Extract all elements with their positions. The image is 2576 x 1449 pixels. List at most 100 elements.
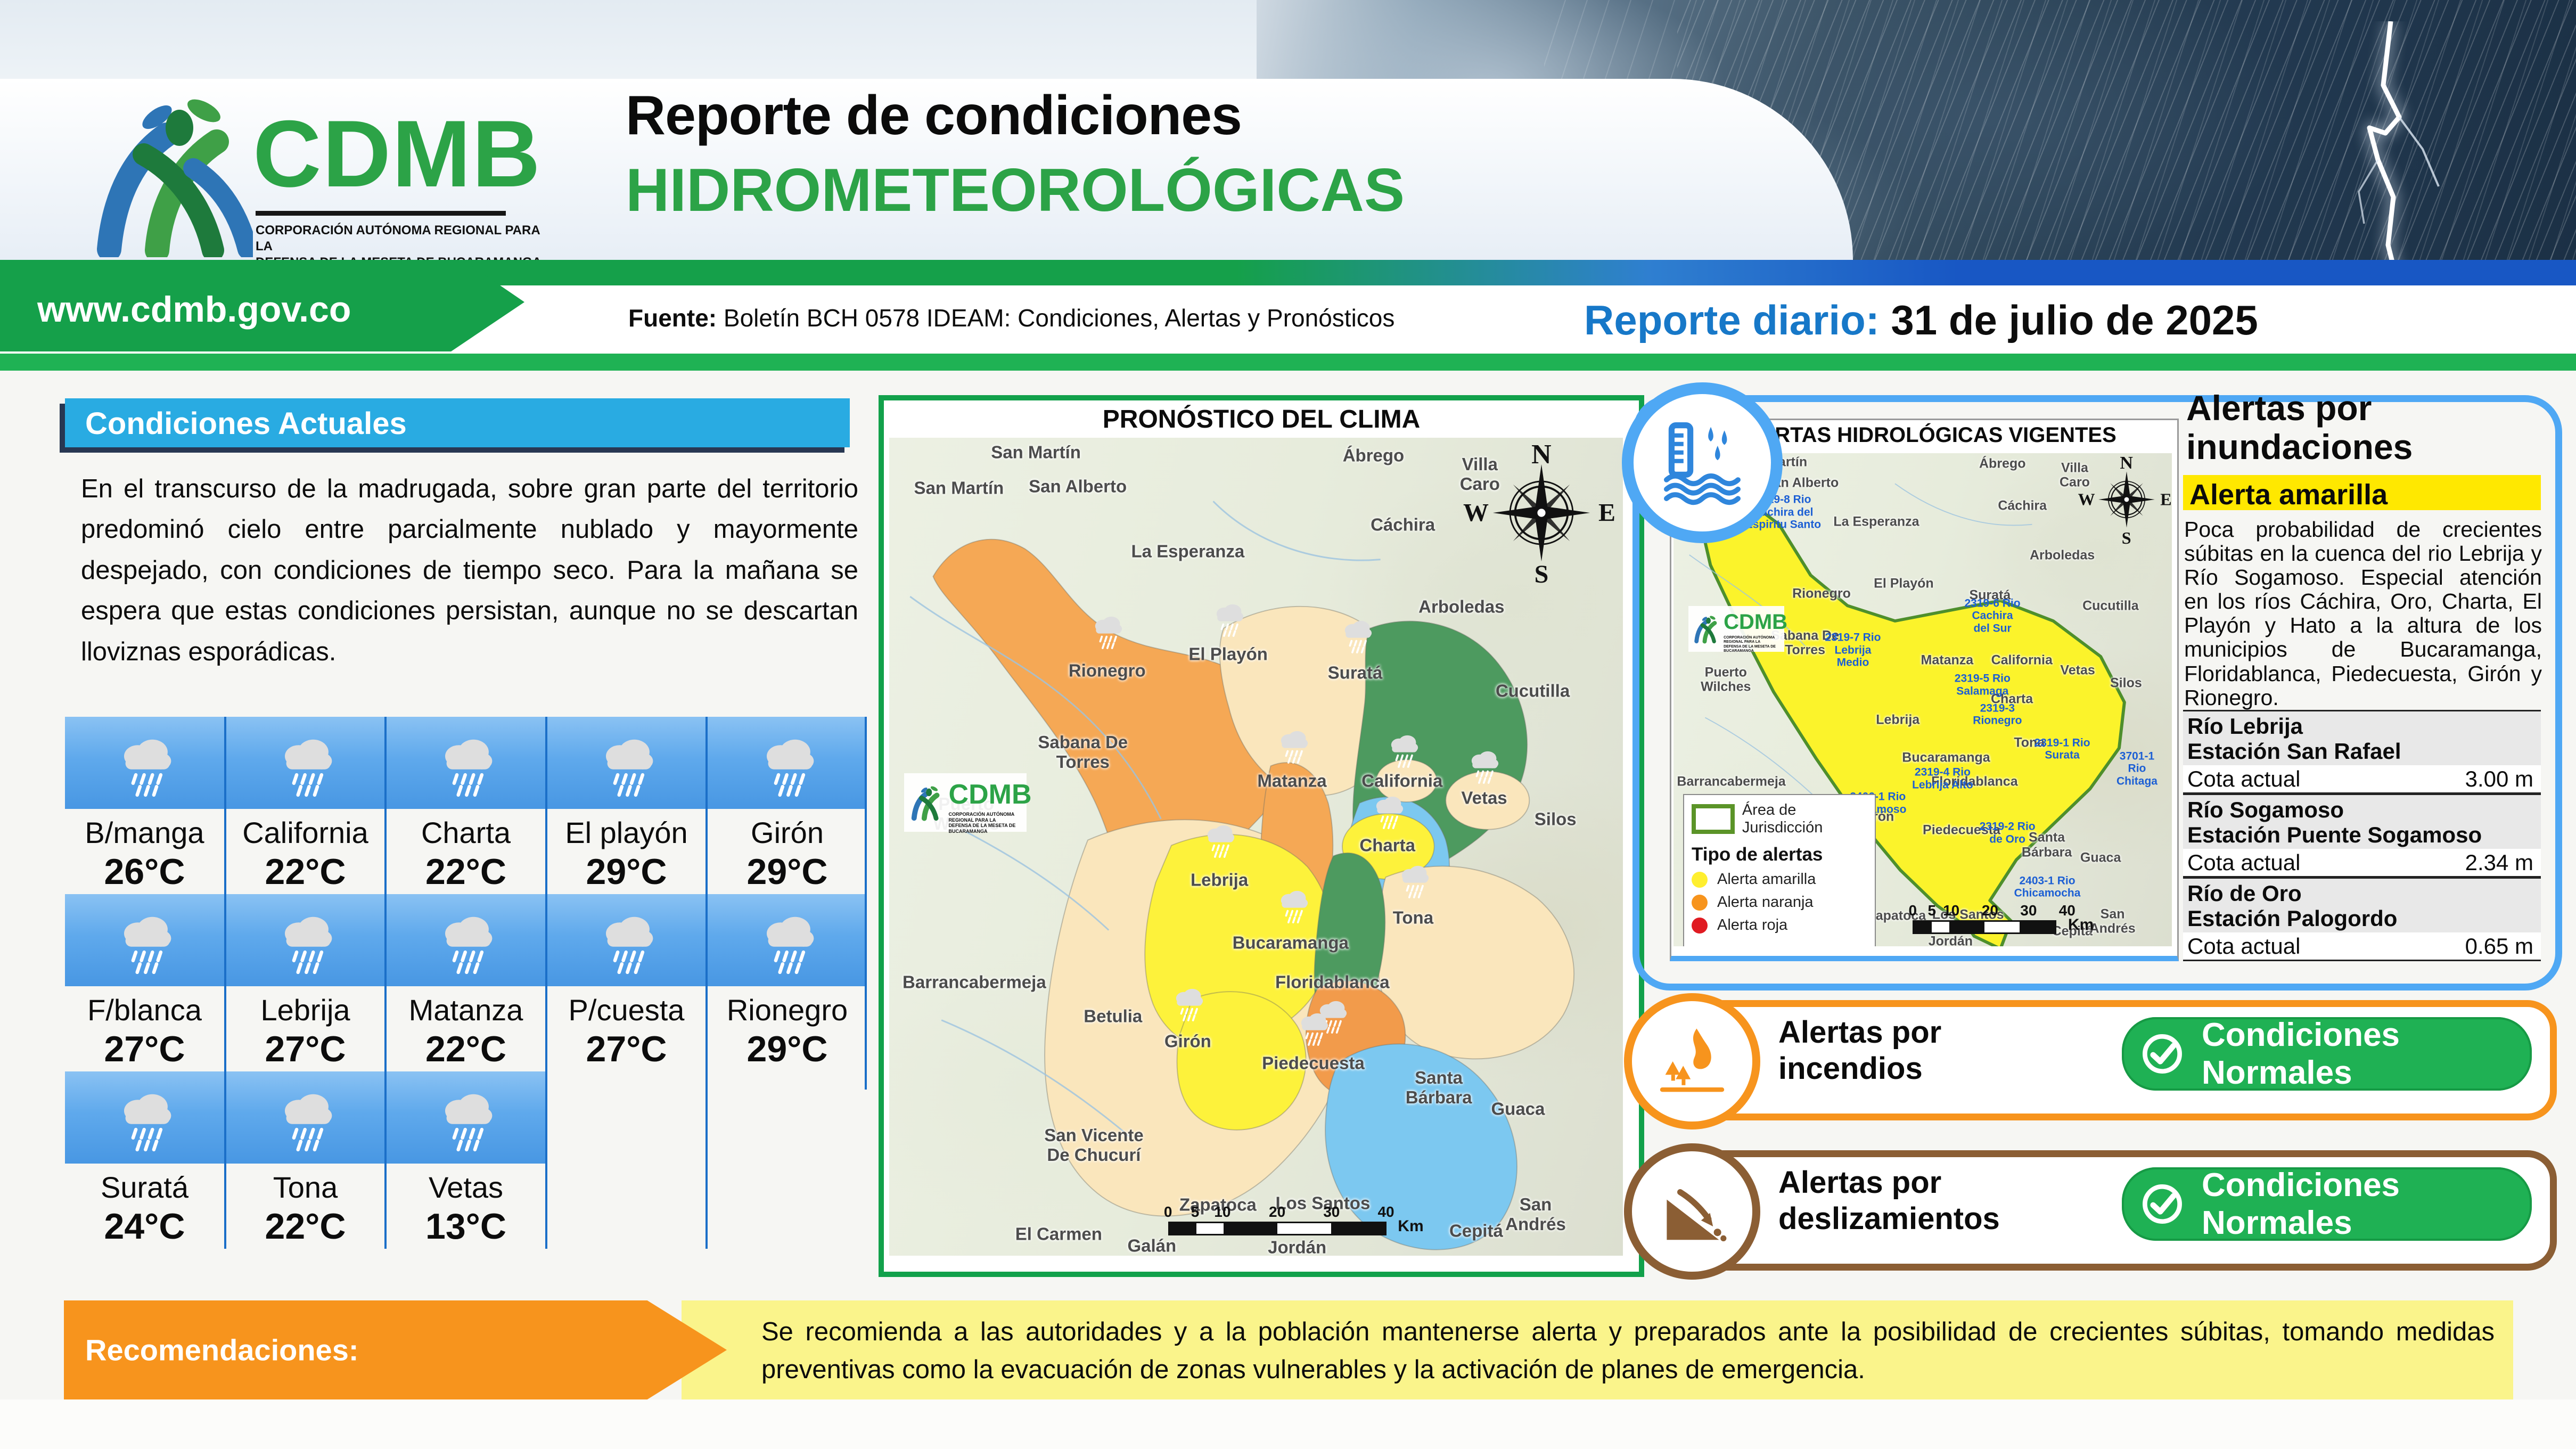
metric-label: Cota actual [2187, 934, 2301, 959]
map-place-label: Rionegro [1068, 660, 1146, 681]
weather-tile [226, 1071, 384, 1164]
grid-divider [705, 717, 708, 1249]
map-place-label: Lebrija [1876, 712, 1920, 727]
map-place-label: San Andrés [1505, 1194, 1566, 1234]
rain-cloud-icon [271, 1083, 340, 1152]
weather-tile [65, 1071, 224, 1164]
jurisdiction-area [1689, 483, 2126, 946]
scale-tick: 0 [1908, 902, 1917, 919]
river-label: 2319-6 Rio Cachira del Sur [1964, 597, 2021, 635]
metric-label: Cota actual [2187, 766, 2301, 791]
logo-caption: CORPORACIÓN AUTÓNOMA REGIONAL PARA LA DE… [948, 811, 1016, 834]
weather-tile [547, 894, 705, 986]
map-place-label: Guaca [1491, 1099, 1545, 1119]
city-temp: 29°C [746, 1029, 828, 1069]
river-name: Río Lebrija [2187, 714, 2303, 739]
map-place-label: Vetas [2060, 662, 2095, 678]
grid-divider [545, 717, 547, 1249]
city-temp: 24°C [104, 1206, 185, 1247]
city-name: Rionegro [726, 993, 848, 1027]
legend-title: Tipo de alertas [1692, 844, 1823, 865]
map-place-label: Matanza [1257, 771, 1327, 791]
metric-label: Cota actual [2187, 850, 2301, 875]
weather-tile [547, 717, 705, 809]
river-label: 2319-5 Rio Salamaga [1954, 672, 2011, 698]
map-place-label: Matanza [1921, 652, 1974, 668]
map-place-label: Cáchira [1998, 498, 2047, 513]
scale-tick: 30 [1323, 1204, 1340, 1221]
scale-tick: 0 [1163, 1204, 1172, 1221]
city-temp: 22°C [425, 1029, 506, 1069]
flood-alert-description: Poca probabilidad de crecientes súbitas … [2184, 517, 2542, 710]
compass-e: E [2160, 489, 2172, 509]
map-place-label: Galán [1127, 1235, 1177, 1256]
map-place-label: Zapatoca [1867, 907, 1926, 923]
rain-cloud-icon [1293, 1007, 1333, 1046]
compass-w: W [2078, 489, 2095, 509]
map-place-label: Puerto Wilches [1701, 665, 1751, 694]
cdmb-logo: CDMB CORPORACIÓN AUTÓNOMA REGIONAL PARA … [77, 89, 556, 269]
river-label: 2319-2 Rio de Oro [1979, 820, 2036, 846]
river-label: 3701-1 Rio Chitaga [2116, 750, 2157, 788]
bottom-margin [0, 1399, 2576, 1449]
recommendations-label: Recomendaciones: [85, 1333, 359, 1367]
city-temp: 27°C [104, 1029, 185, 1069]
map-place-label: Betulia [1084, 1006, 1143, 1027]
station-row: Cota actual 0.65 m [2183, 932, 2541, 961]
map-place-label: Barrancabermeja [903, 972, 1046, 992]
weather-tile [387, 894, 545, 986]
website-url[interactable]: www.cdmb.gov.co [37, 289, 351, 330]
station-name: Estación Palogordo [2187, 906, 2398, 931]
city-temp: 29°C [586, 852, 667, 892]
map-place-label: Los Santos [1932, 906, 2004, 922]
station-header: Río Lebrija Estación San Rafael [2183, 710, 2541, 768]
map-place-label: La Esperanza [1131, 541, 1245, 561]
report-title-line1: Reporte de condiciones [626, 85, 1242, 146]
source-text: Fuente: Boletín BCH 0578 IDEAM: Condicio… [628, 304, 1394, 332]
green-strip [0, 354, 2576, 371]
orange-alert-dot [1692, 894, 1708, 911]
map-place-label: La Esperanza [1833, 513, 1919, 529]
grid-divider [224, 717, 226, 1249]
city-name: Suratá [101, 1170, 188, 1204]
city-temp: 22°C [425, 852, 506, 892]
river-name: Río de Oro [2187, 881, 2302, 906]
compass-rose: N E S W [2078, 453, 2172, 547]
rain-cloud-icon [110, 728, 179, 798]
landslide-badge [1624, 1143, 1760, 1280]
legend-item-label: Alerta amarilla [1717, 871, 1816, 888]
map-place-label: San Vicente De Chucurí [1044, 1125, 1144, 1165]
map-place-label: Girón [1164, 1031, 1211, 1051]
hydro-alerts-box [1632, 395, 2562, 990]
city-name: B/manga [85, 816, 204, 849]
map-place-label: Piedecuesta [1262, 1053, 1365, 1073]
forecast-map-regions [909, 501, 1575, 1250]
map-place-label: El Carmen [1015, 1224, 1102, 1244]
station-row: Cota actual 2.34 m [2183, 849, 2541, 878]
legend-item-label: Alerta naranja [1717, 894, 1814, 911]
forecast-map-title: PRONÓSTICO DEL CLIMA [1102, 405, 1421, 433]
logo-acronym: CDMB [1724, 610, 1788, 634]
alerts-map-box: ALERTAS HIDROLÓGICAS VIGENTES San Martín… [1670, 419, 2179, 961]
compass-star [2097, 470, 2156, 529]
map-legend: Área de Jurisdicción Tipo de alertas Ale… [1683, 794, 1876, 946]
map-place-label: El Playón [1874, 576, 1934, 591]
water-level-badge [1622, 382, 1783, 543]
landslide-status-badge: Condiciones Normales [2122, 1167, 2532, 1241]
fire-alerts-label: Alertas por incendios [1778, 1015, 1942, 1086]
legend-item-label: Alerta roja [1717, 916, 1788, 934]
water-gauge-icon [1660, 420, 1745, 505]
scale-tick: 40 [2058, 902, 2075, 919]
map-place-label: Cáchira [1371, 514, 1435, 535]
check-circle-icon [2137, 1028, 2188, 1079]
map-place-label: Silos [2110, 675, 2142, 691]
website-link[interactable]: www.cdmb.gov.co [0, 266, 524, 351]
city-name: Matanza [408, 993, 523, 1027]
map-place-label: Cepitá [1449, 1221, 1503, 1241]
rain-cloud-icon [753, 906, 822, 975]
metric-value: 0.65 m [2465, 934, 2533, 959]
rain-cloud-icon [753, 728, 822, 798]
river-label: 2319-1 Rio Surata [2034, 736, 2090, 762]
alerts-map-title: ALERTAS HIDROLÓGICAS VIGENTES [1732, 423, 2116, 447]
city-temp: 27°C [586, 1029, 667, 1069]
